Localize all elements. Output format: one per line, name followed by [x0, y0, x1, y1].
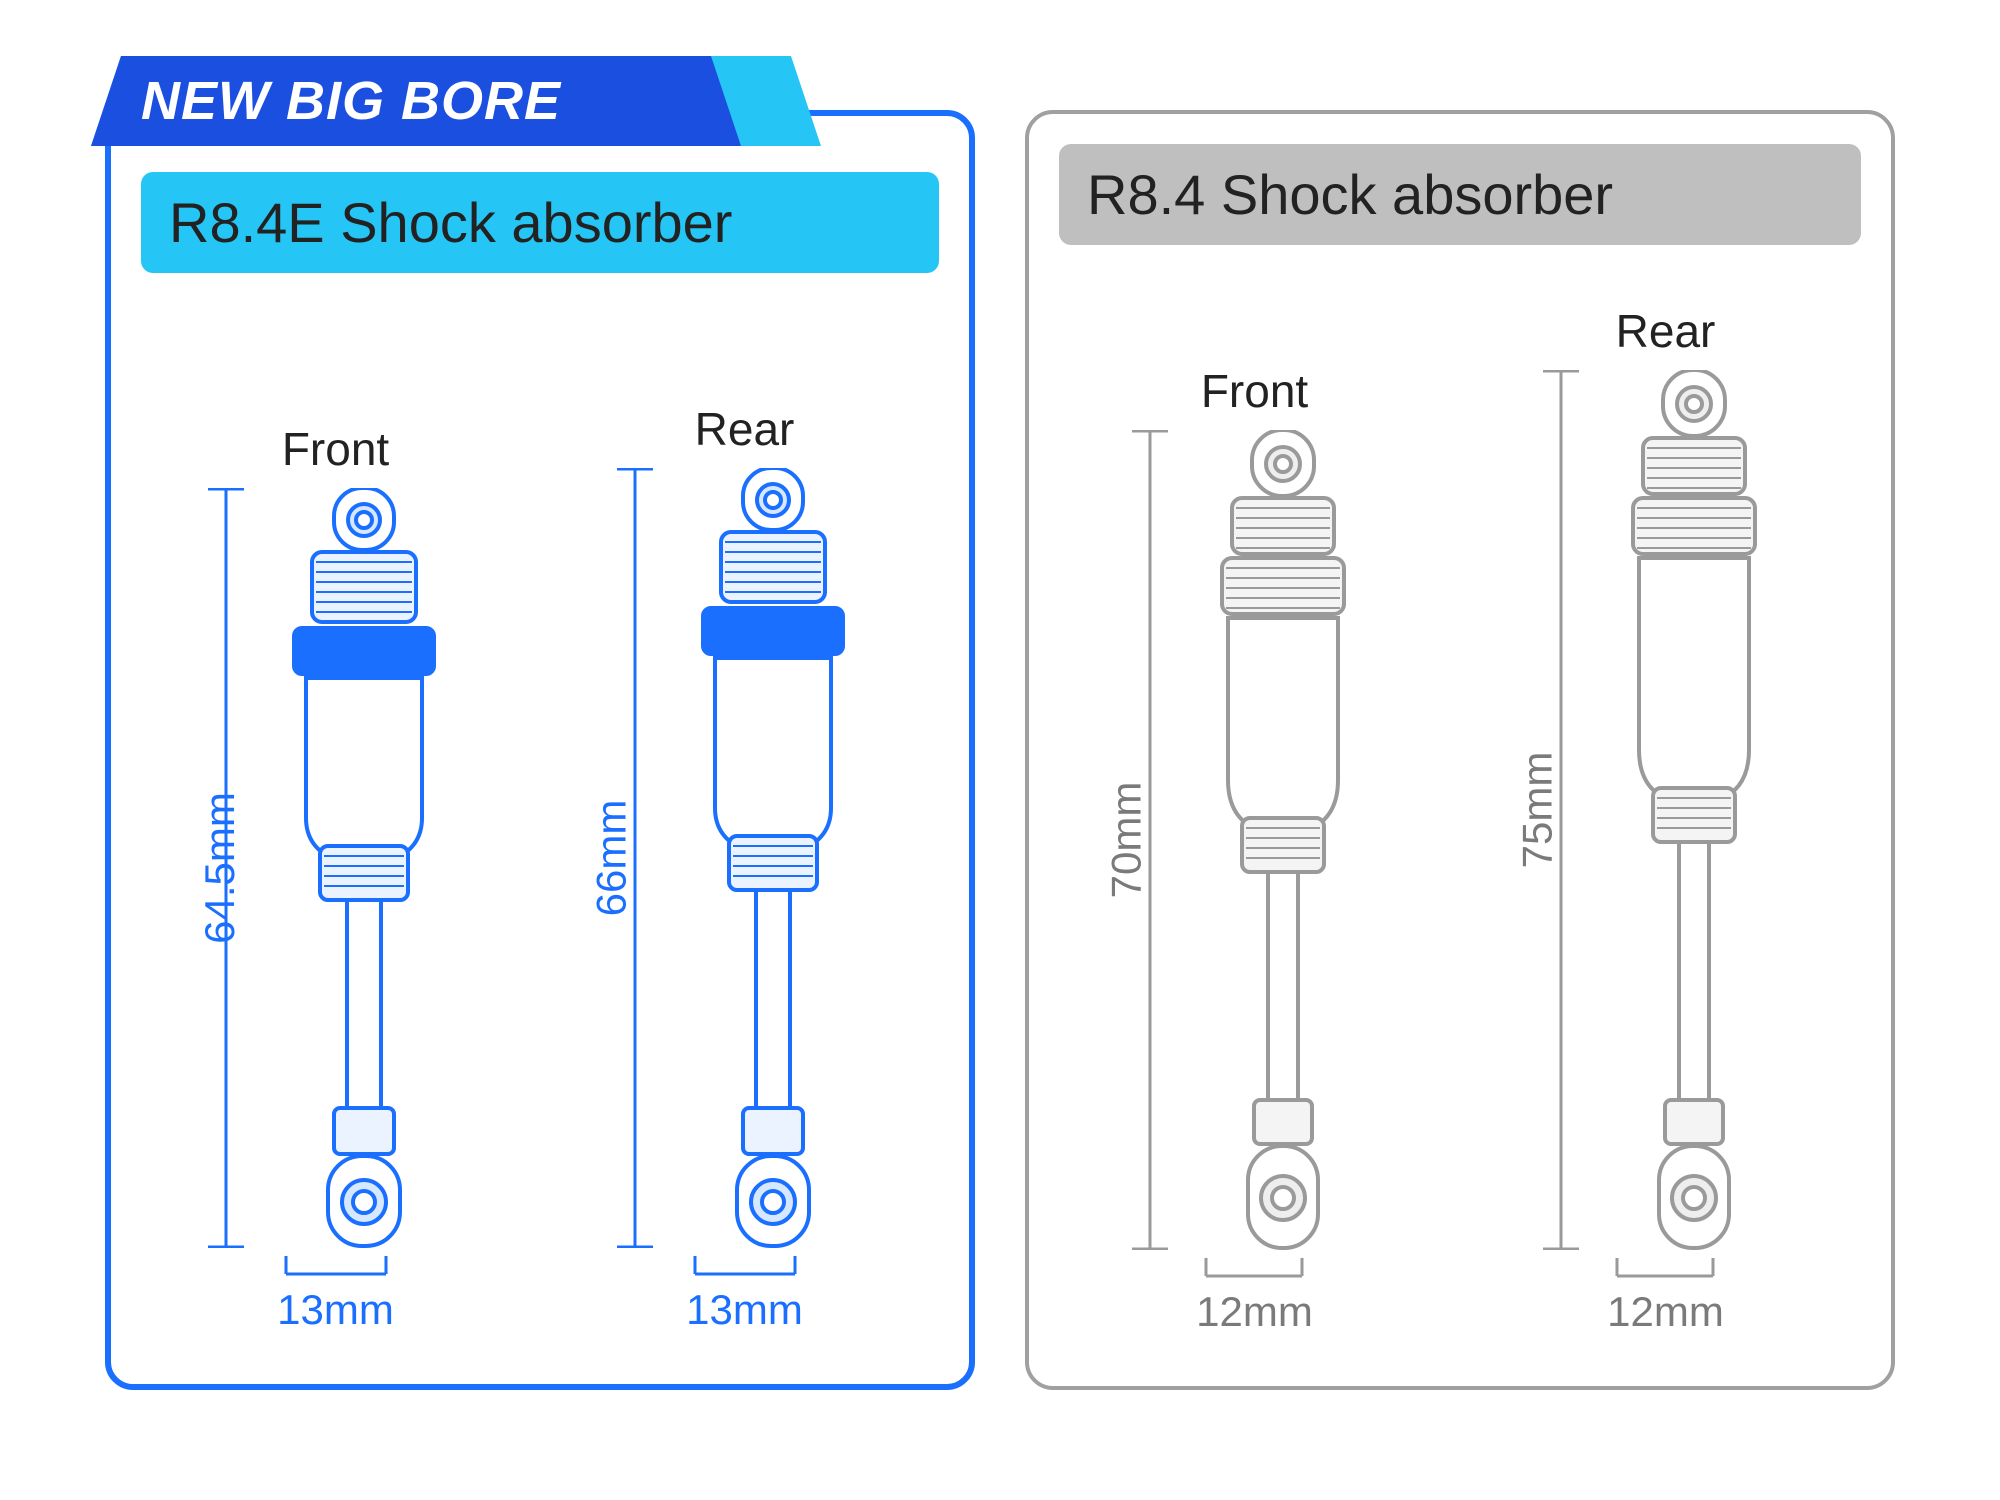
- panel-new-big-bore: NEW BIG BORE R8.4E Shock absorber Front …: [105, 110, 975, 1390]
- panel-left-title: R8.4E Shock absorber: [141, 172, 939, 273]
- dim-horizontal: 12mm: [1196, 1258, 1313, 1336]
- shock-icon: [1188, 430, 1378, 1250]
- shock-group-right-front: Front 70mm: [1132, 364, 1378, 1336]
- shock-area: 75mm: [1543, 370, 1789, 1250]
- dim-horizontal-label: 13mm: [277, 1286, 394, 1334]
- dim-horizontal-line-icon: [276, 1256, 396, 1280]
- dim-horizontal-label: 12mm: [1607, 1288, 1724, 1336]
- dim-vertical: 66mm: [617, 468, 653, 1248]
- shock-group-right-rear: Rear 75mm: [1543, 304, 1789, 1336]
- dim-vertical-label: 75mm: [1513, 752, 1561, 869]
- dim-vertical-label: 66mm: [587, 800, 635, 917]
- shock-position-label: Rear: [695, 402, 795, 456]
- shock-area: 64.5mm: [208, 488, 464, 1248]
- dim-horizontal: 13mm: [685, 1256, 805, 1334]
- dim-horizontal: 12mm: [1607, 1258, 1724, 1336]
- banner: NEW BIG BORE: [91, 56, 821, 146]
- shock-icon: [673, 468, 873, 1248]
- dim-horizontal: 13mm: [276, 1256, 396, 1334]
- panel-old-model: R8.4 Shock absorber Front 70mm: [1025, 110, 1895, 1390]
- shock-icon: [1599, 370, 1789, 1250]
- dim-vertical-label: 64.5mm: [195, 792, 243, 944]
- dim-vertical: 70mm: [1132, 430, 1168, 1250]
- shock-group-left-rear: Rear 66mm: [617, 402, 873, 1334]
- panel-right-title: R8.4 Shock absorber: [1059, 144, 1861, 245]
- dim-vertical: 64.5mm: [208, 488, 244, 1248]
- shock-position-label: Rear: [1616, 304, 1716, 358]
- dim-horizontal-line-icon: [1196, 1258, 1312, 1282]
- shock-group-left-front: Front 64.5mm: [208, 422, 464, 1334]
- dim-horizontal-line-icon: [1607, 1258, 1723, 1282]
- shock-area: 70mm: [1132, 430, 1378, 1250]
- dim-horizontal-label: 13mm: [686, 1286, 803, 1334]
- shock-position-label: Front: [1201, 364, 1308, 418]
- dim-vertical: 75mm: [1543, 370, 1579, 1250]
- shock-position-label: Front: [282, 422, 389, 476]
- dim-horizontal-line-icon: [685, 1256, 805, 1280]
- banner-text: NEW BIG BORE: [91, 56, 821, 146]
- dim-vertical-label: 70mm: [1102, 782, 1150, 899]
- shock-icon: [264, 488, 464, 1248]
- dim-horizontal-label: 12mm: [1196, 1288, 1313, 1336]
- panel-left-shock-row: Front 64.5mm: [111, 283, 969, 1384]
- panel-right-shock-row: Front 70mm: [1029, 255, 1891, 1386]
- shock-area: 66mm: [617, 468, 873, 1248]
